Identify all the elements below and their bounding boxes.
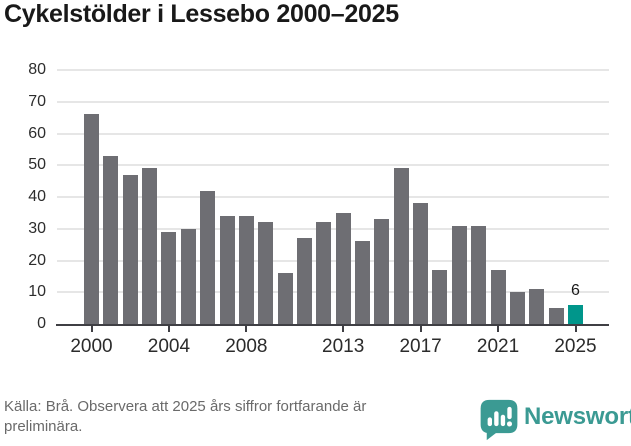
- gridline-50: [57, 164, 609, 167]
- y-axis-label-30: 30: [28, 219, 46, 237]
- y-axis-label-0: 0: [37, 315, 46, 332]
- bar-2015: [374, 219, 390, 324]
- bar-2025: [568, 304, 583, 324]
- y-axis-label-80: 80: [28, 61, 46, 78]
- bar-2009: [258, 222, 274, 324]
- x-tick-2017: [419, 326, 422, 332]
- bar-2013: [335, 212, 351, 324]
- gridline-80: [57, 69, 609, 71]
- bar-2016: [393, 168, 409, 324]
- bar-2020: [471, 225, 487, 324]
- chart-title: Cykelstölder i Lessebo 2000–2025: [4, 0, 399, 28]
- bar-2022: [509, 292, 525, 324]
- bar-2024: [548, 308, 564, 324]
- x-axis-label-2013: 2013: [322, 336, 365, 357]
- bar-2000: [84, 114, 99, 324]
- gridline-60: [57, 132, 609, 135]
- bar-2010: [277, 273, 293, 324]
- bar-2023: [529, 289, 545, 324]
- bar-2017: [413, 203, 429, 324]
- bar-2005: [180, 228, 196, 324]
- highlight-value-label: 6: [571, 281, 580, 299]
- bar-2001: [103, 155, 119, 324]
- x-tick-2021: [497, 326, 500, 332]
- bar-2011: [296, 238, 312, 324]
- bar-2004: [161, 231, 177, 324]
- x-axis-label-2017: 2017: [399, 336, 442, 357]
- bar-2014: [355, 241, 371, 324]
- gridline-30: [57, 227, 609, 230]
- bar-2008: [238, 216, 254, 324]
- y-axis-label-60: 60: [28, 124, 46, 142]
- x-axis-label-2008: 2008: [225, 336, 268, 357]
- bar-2019: [451, 225, 467, 324]
- gridline-20: [57, 259, 609, 262]
- bar-2007: [219, 216, 235, 324]
- y-axis-label-70: 70: [28, 92, 46, 110]
- gridline-10: [57, 291, 609, 294]
- x-tick-2008: [245, 326, 248, 332]
- y-axis-label-20: 20: [28, 251, 46, 269]
- x-axis-line: [56, 324, 609, 326]
- x-tick-2025: [574, 326, 577, 332]
- x-axis-label-2021: 2021: [476, 336, 520, 357]
- y-axis-label-10: 10: [28, 283, 46, 301]
- y-axis-label-50: 50: [28, 156, 46, 174]
- x-tick-2004: [167, 326, 170, 332]
- gridline-40: [57, 196, 609, 198]
- x-axis-label-2004: 2004: [147, 336, 191, 357]
- source-note: Källa: Brå. Observera att 2025 års siffr…: [4, 398, 367, 435]
- newsworthy-logo: Newsworthy: [479, 399, 631, 441]
- bar-chart-plot-area: 0 10 20 30 40 50 60 70 80 6 2000 2004 2008 2013 2017 20…: [28, 61, 609, 357]
- x-axis-label-2000: 2000: [70, 336, 113, 357]
- bar-2006: [200, 190, 216, 324]
- x-tick-2013: [342, 326, 345, 332]
- y-axis-label-40: 40: [28, 188, 46, 205]
- newsworthy-bubble-chart-icon: [479, 399, 519, 446]
- bar-2021: [490, 270, 506, 324]
- bar-2012: [316, 222, 332, 324]
- bar-2018: [432, 270, 448, 324]
- bar-2003: [142, 168, 158, 324]
- x-axis-label-2025: 2025: [554, 336, 597, 357]
- gridline-70: [57, 100, 609, 103]
- bar-2002: [122, 174, 138, 324]
- x-tick-2000: [90, 326, 93, 332]
- newsworthy-wordmark: Newsworthy: [524, 403, 631, 430]
